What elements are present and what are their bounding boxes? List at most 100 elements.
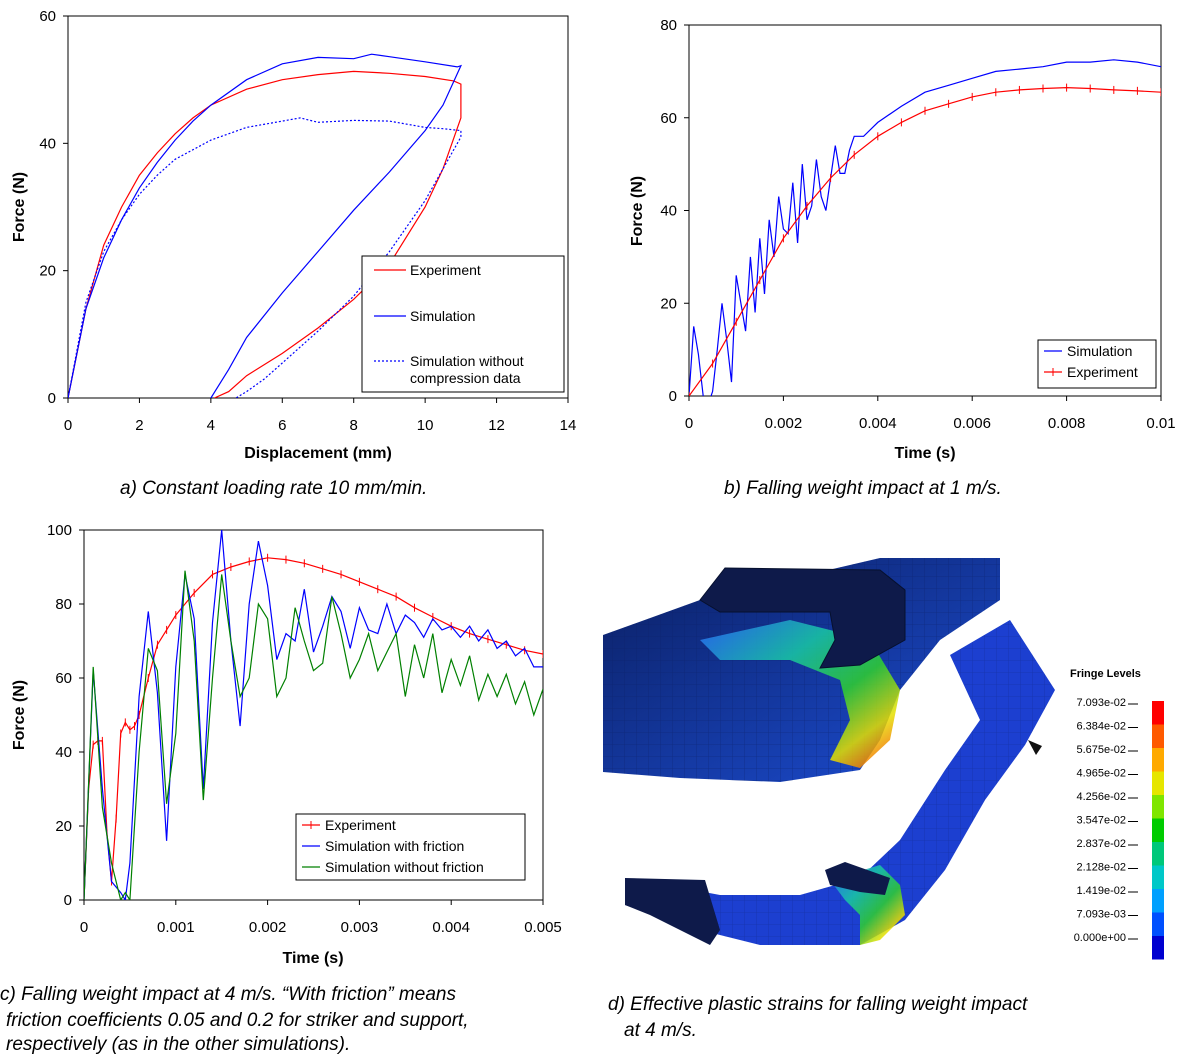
fringe-level-label: 4.256e-02 [1076,791,1126,803]
fringe-level-label: 7.093e-02 [1076,697,1126,709]
y-tick-label: 0 [64,892,72,909]
legend: Experiment Simulation with friction Simula… [295,813,526,881]
y-tick-label: 20 [55,818,72,835]
y-axis-label: Force (N) [11,680,28,750]
x-tick-label: 14 [560,417,577,434]
fe-support-wedge [625,878,720,945]
plot-frame [67,15,569,399]
fringe-level-label: 6.384e-02 [1076,721,1126,733]
x-tick-label: 8 [350,417,358,434]
y-tick-label: 80 [660,17,677,34]
x-axis-label: Time (s) [282,950,343,967]
x-tick-label: 4 [207,417,215,434]
panel-c-chart: 0 0.001 0.002 0.003 0.004 0.005 0 20 40 60 80 100 Ti… [11,522,562,967]
fringe-color-swatch [1152,842,1164,866]
x-tick-label: 0.003 [341,919,379,936]
panel-b-chart: 0 0.002 0.004 0.006 0.008 0.01 0 20 40 60 80 Time (… [629,17,1176,462]
y-axis-label: Force (N) [11,172,28,242]
x-tick-label: 0.002 [765,415,803,432]
fringe-level-label: 4.965e-02 [1076,768,1126,780]
fe-lower-striker [825,862,890,895]
x-tick-label: 0 [64,417,72,434]
fringe-color-swatch [1152,912,1164,936]
fringe-level-label: 5.675e-02 [1076,744,1126,756]
fringe-level-label: 0.000e+00 [1074,932,1126,944]
y-tick-label: 80 [55,596,72,613]
legend-label: Experiment [1067,364,1138,380]
fringe-level-label: 7.093e-03 [1076,909,1126,921]
x-tick-label: 12 [488,417,505,434]
series-line-simulation [68,53,463,398]
y-tick-label: 60 [660,110,677,127]
legend-label: Simulation with friction [325,838,464,854]
fringe-level-label: 2.837e-02 [1076,838,1126,850]
x-axis-label: Time (s) [894,445,955,462]
y-tick-label: 20 [39,263,56,280]
fringe-color-swatch [1152,795,1164,819]
fringe-legend: Fringe Levels 7.093e-02 6.384e-02 5.675e-0… [1070,668,1164,960]
fe-small-tab [1028,740,1042,755]
x-tick-label: 0.008 [1048,415,1086,432]
legend-label: compression data [410,370,521,386]
y-tick-label: 100 [47,522,72,539]
fe-strain-image [603,558,1055,945]
y-tick-label: 40 [39,135,56,152]
x-tick-label: 0.001 [157,919,195,936]
y-tick-label: 60 [55,670,72,687]
legend: Simulation Experiment [1037,339,1157,389]
fringe-level-label: 1.419e-02 [1076,885,1126,897]
caption-d-line2: at 4 m/s. [624,1020,697,1041]
caption-c-line1: c) Falling weight impact at 4 m/s. “With… [0,984,456,1005]
x-tick-label: 0.01 [1146,415,1175,432]
legend-label: Simulation [410,308,475,324]
fringe-color-swatch [1152,748,1164,772]
legend-label: Simulation without friction [325,859,484,875]
plot-frame [83,529,544,901]
y-tick-label: 0 [669,388,677,405]
series-line-simulation-without-friction [84,570,543,900]
x-tick-label: 0.005 [524,919,562,936]
fringe-level-label: 2.128e-02 [1076,862,1126,874]
fringe-color-swatch [1152,889,1164,913]
x-tick-label: 0.004 [432,919,470,936]
x-tick-label: 6 [278,417,286,434]
fringe-color-swatch [1152,771,1164,795]
caption-d-line1: d) Effective plastic strains for falling… [608,994,1028,1015]
x-tick-label: 0 [80,919,88,936]
legend-label: Simulation without [410,353,524,369]
panel-a-chart: 0 2 4 6 8 10 12 14 0 20 40 60 Displacement (mm) Force… [11,8,576,462]
fringe-color-swatch [1152,818,1164,842]
fe-striker-block [699,567,906,669]
legend-label: Experiment [410,262,481,278]
x-axis-label: Displacement (mm) [244,445,392,462]
series-line-experiment [68,70,462,398]
series-line-simulation-with-friction [84,530,543,900]
caption-a: a) Constant loading rate 10 mm/min. [120,478,428,499]
x-tick-label: 0.002 [249,919,287,936]
legend-label: Simulation [1067,343,1132,359]
legend-box [361,255,565,393]
y-tick-label: 0 [48,390,56,407]
legend: Experiment Simulation Simulation withoutco… [361,255,565,393]
legend-box [1037,339,1157,389]
legend-label: Experiment [325,817,396,833]
x-tick-label: 0.006 [953,415,991,432]
fringe-color-swatch [1152,865,1164,889]
x-tick-label: 0 [685,415,693,432]
fringe-color-swatch [1152,724,1164,748]
series-line-simulation [689,59,1161,396]
legend-box [295,813,526,881]
y-tick-label: 20 [660,295,677,312]
fe-lower-plate-mesh [625,620,1055,945]
x-tick-label: 10 [417,417,434,434]
fringe-color-swatch [1152,701,1164,725]
fringe-level-label: 3.547e-02 [1076,815,1126,827]
caption-b: b) Falling weight impact at 1 m/s. [724,478,1002,499]
y-axis-label: Force (N) [629,176,646,246]
fringe-title: Fringe Levels [1070,668,1141,680]
x-tick-label: 2 [135,417,143,434]
caption-c-line3: respectively (as in the other simulation… [6,1034,351,1055]
y-tick-label: 40 [55,744,72,761]
fringe-color-swatch [1152,936,1164,960]
